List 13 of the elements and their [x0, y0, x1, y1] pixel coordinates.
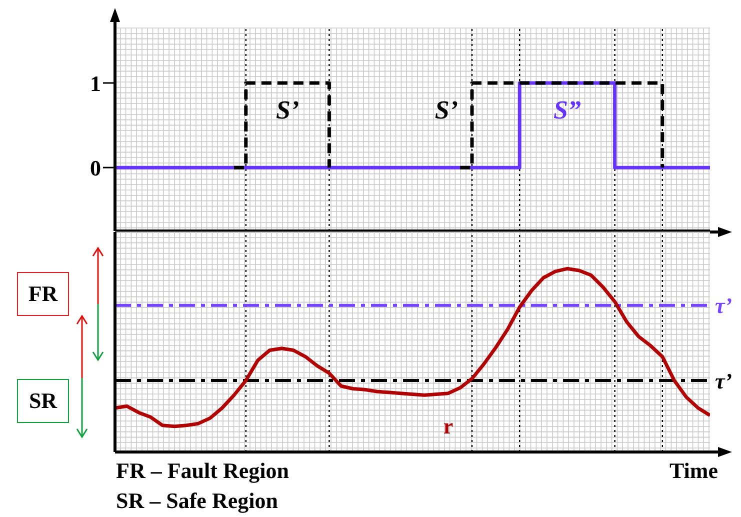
ref-line-label: τ’	[715, 368, 732, 394]
text: SR – Safe Region	[116, 488, 278, 514]
y-tick-label: 1	[90, 70, 101, 96]
ref-line-label: τ’	[715, 293, 732, 318]
series-label: S”	[553, 96, 581, 125]
y-tick-label: 0	[90, 155, 101, 180]
text: FR	[17, 272, 69, 316]
series-label: S’	[434, 96, 458, 125]
x-axis-title: Time	[670, 458, 718, 484]
text: SR	[17, 379, 69, 423]
series-label: S’	[276, 96, 300, 125]
text: FR – Fault Region	[116, 458, 289, 484]
series-label: r	[443, 413, 454, 438]
